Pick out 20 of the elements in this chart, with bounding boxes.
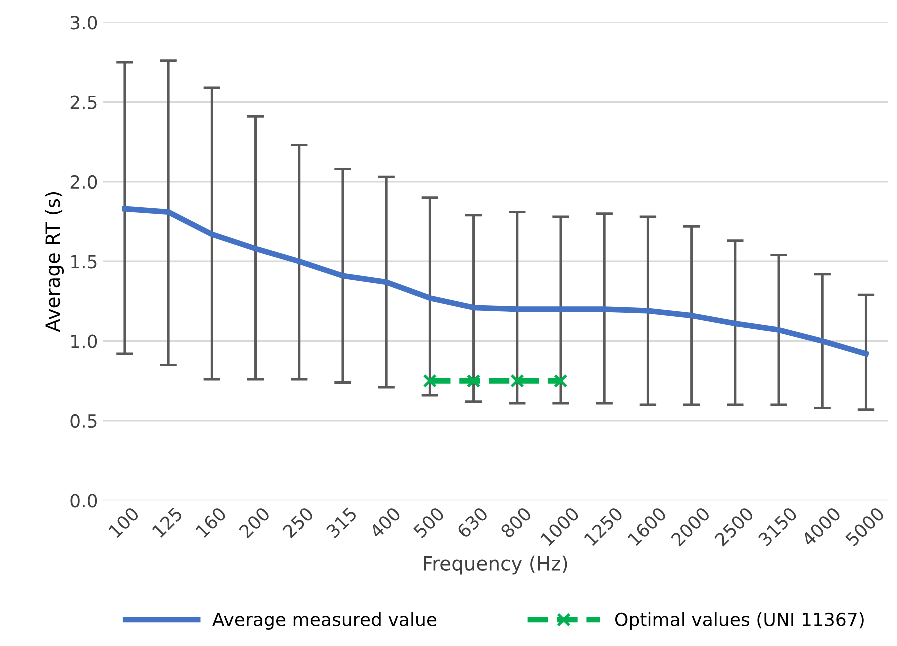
y-tick-label: 0.5 [70,414,97,428]
x-tick-label: 100 [108,506,140,538]
x-tick-label: 250 [282,506,314,539]
y-tick-label: 2.0 [70,175,98,190]
x-tick-label: 200 [238,506,271,539]
y-axis-title: Average RT (s) [45,192,64,332]
legend-label: Optimal values (UNI 11367) [616,612,864,630]
legend-label: Average measured value [212,612,437,630]
x-tick-label: 500 [413,506,446,539]
x-tick-label: 160 [195,506,228,538]
y-tick-label: 3.0 [70,16,98,30]
y-tick-label: 1.5 [72,255,97,269]
x-tick-label: 800 [500,506,532,539]
y-tick-label: 2.5 [70,96,97,110]
x-tick-label: 630 [456,506,489,539]
y-tick-label: 1.0 [72,334,98,348]
x-axis-title: Frequency (Hz) [424,556,568,575]
x-tick-label: 400 [369,506,402,540]
x-tick-label: 125 [152,506,184,538]
y-tick-label: 0.0 [70,494,98,508]
